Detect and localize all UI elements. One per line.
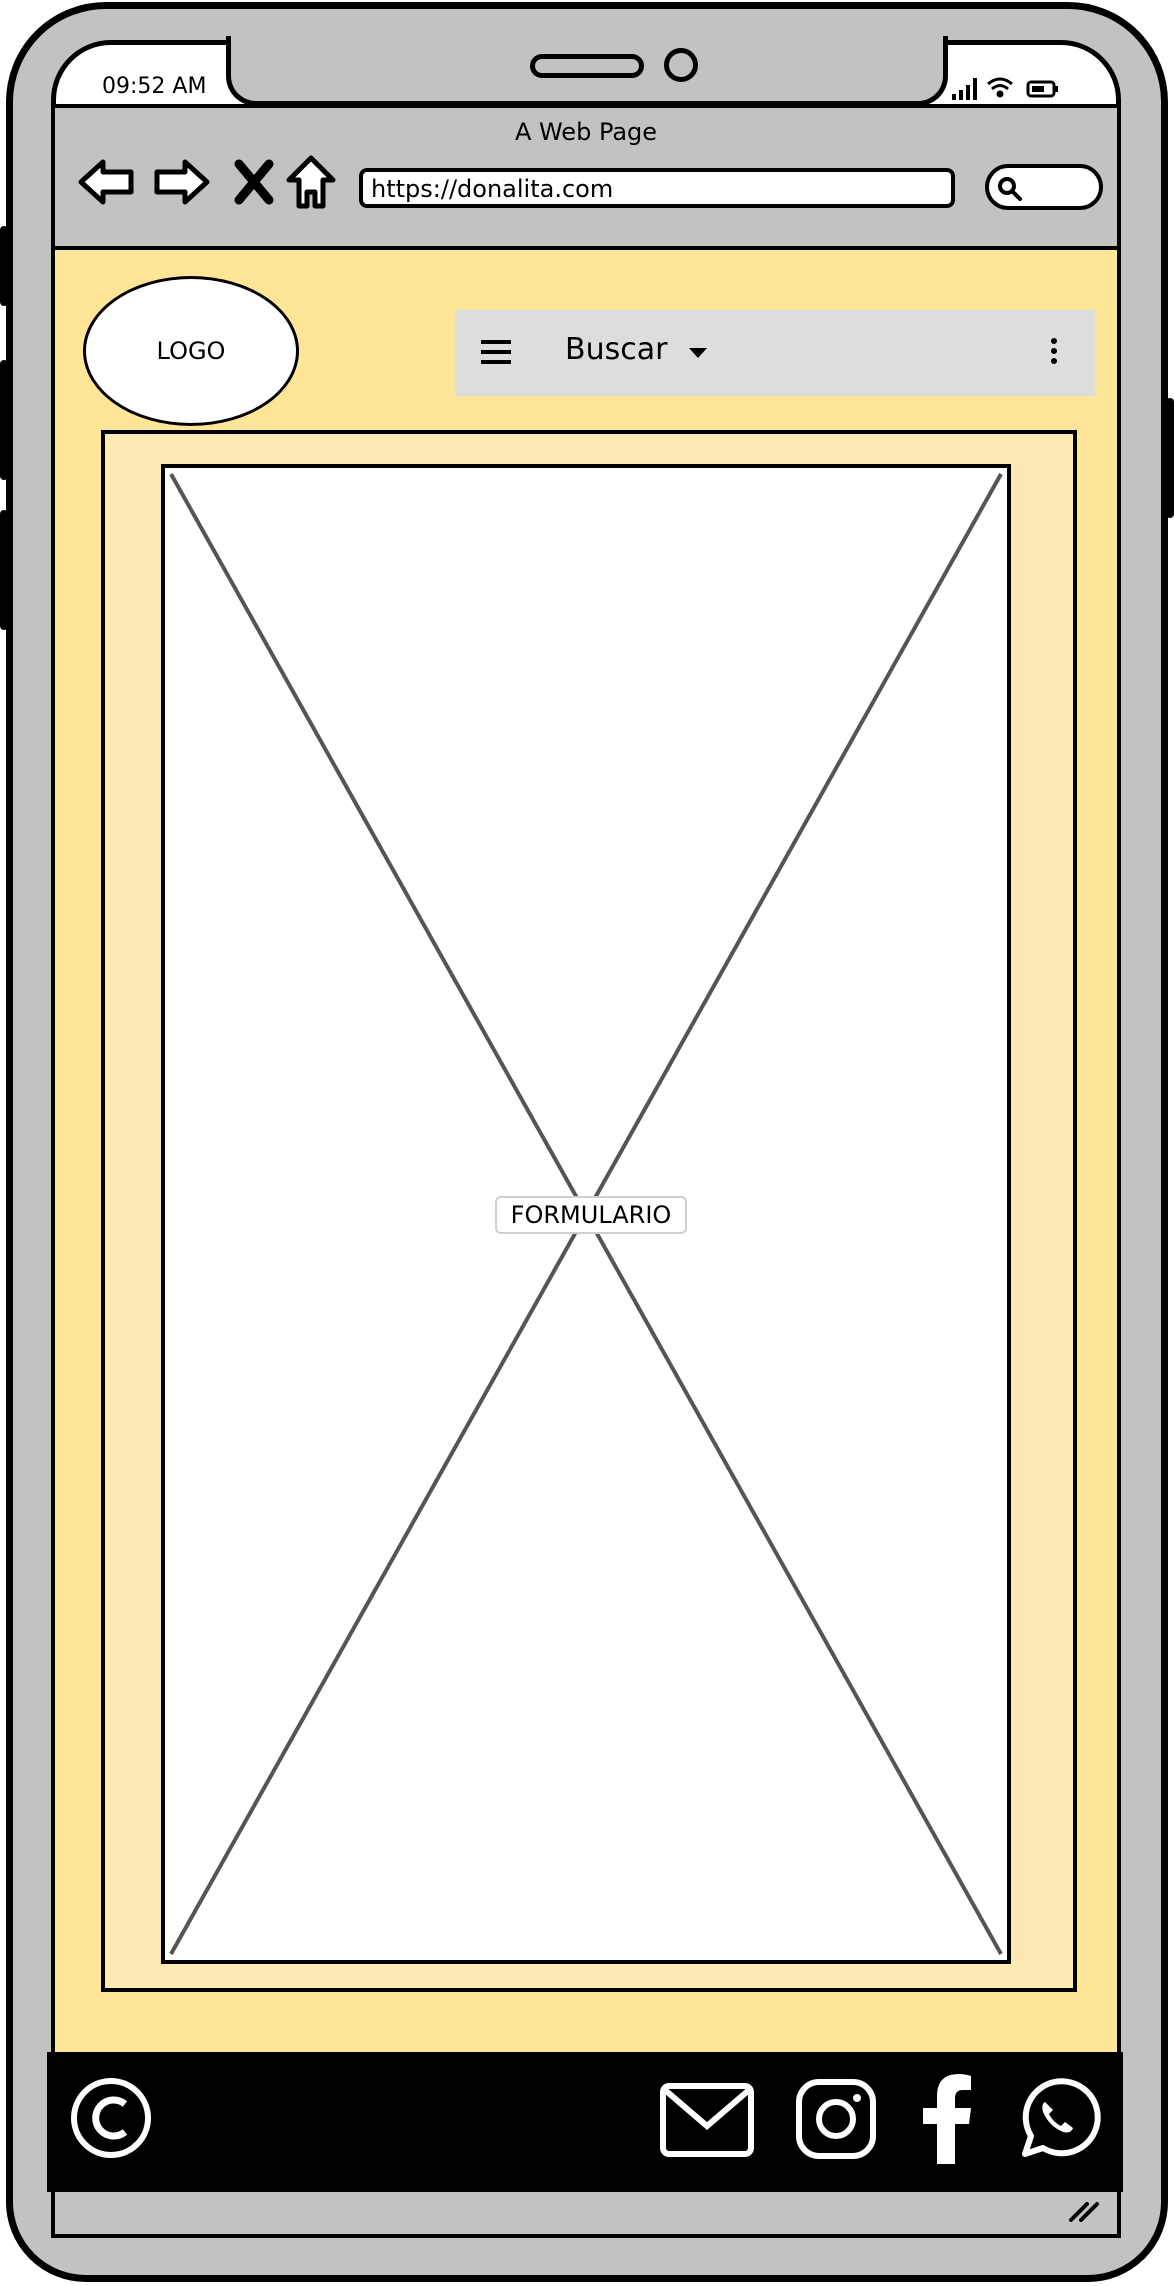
side-button: [0, 510, 8, 630]
home-icon[interactable]: [281, 152, 341, 212]
form-label: FORMULARIO: [495, 1196, 687, 1234]
logo[interactable]: LOGO: [83, 276, 299, 426]
page-viewport: LOGO Buscar FORMULARIO: [51, 250, 1121, 2054]
form-container: FORMULARIO: [101, 430, 1077, 1992]
menu-dropdown-label[interactable]: Buscar: [565, 332, 668, 367]
signal-icon: [952, 78, 977, 100]
side-button: [0, 360, 8, 480]
hamburger-icon[interactable]: [481, 340, 511, 366]
search-icon: [998, 177, 1022, 201]
menu-bar: Buscar: [455, 310, 1095, 396]
form-placeholder: FORMULARIO: [161, 464, 1011, 1964]
status-icons: [952, 77, 1058, 100]
search-field[interactable]: [985, 164, 1103, 210]
whatsapp-icon[interactable]: [1013, 2074, 1101, 2162]
facebook-icon[interactable]: [921, 2072, 973, 2164]
page-title: A Web Page: [514, 118, 658, 146]
url-field[interactable]: https://donalita.com: [359, 168, 955, 208]
footer: [47, 2052, 1123, 2192]
arrow-right-icon[interactable]: [151, 152, 211, 212]
caret-down-icon[interactable]: [689, 348, 707, 358]
email-icon[interactable]: [659, 2082, 755, 2158]
side-button: [1166, 398, 1174, 518]
resize-grip-icon[interactable]: [1067, 2200, 1101, 2222]
kebab-icon[interactable]: [1051, 338, 1059, 368]
browser-chrome: A Web Page https://donalita.com: [51, 104, 1121, 250]
close-icon[interactable]: [225, 152, 285, 212]
arrow-left-icon[interactable]: [77, 152, 137, 212]
side-button: [0, 226, 8, 306]
logo-label: LOGO: [156, 337, 226, 365]
camera: [664, 48, 698, 82]
battery-icon: [1026, 80, 1058, 98]
copyright-icon: [71, 2078, 151, 2158]
wifi-icon: [987, 77, 1013, 98]
instagram-icon[interactable]: [795, 2078, 877, 2160]
bottom-bezel: [51, 2192, 1121, 2238]
status-time: 09:52 AM: [102, 74, 207, 99]
speaker: [530, 54, 644, 78]
